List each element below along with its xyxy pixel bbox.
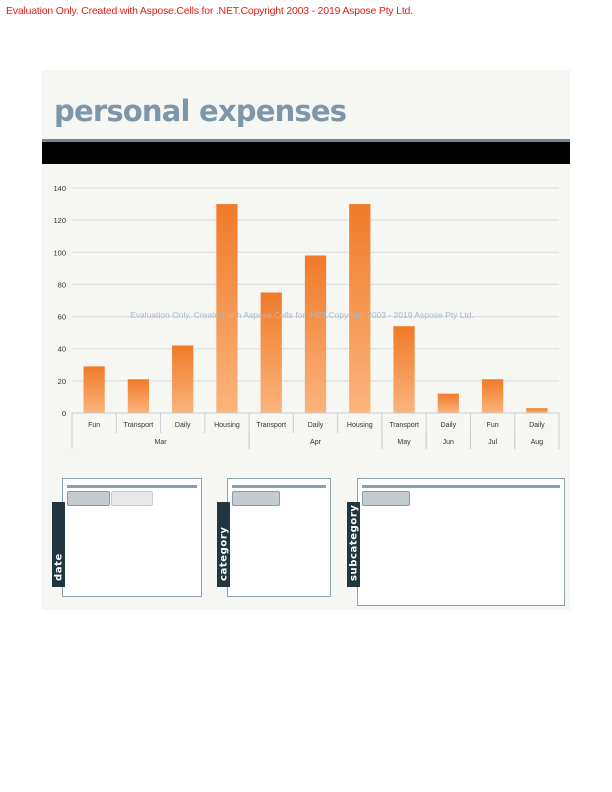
bar	[260, 292, 282, 413]
y-tick-label: 60	[58, 313, 66, 322]
date-slicer-item-1[interactable]	[67, 491, 110, 506]
date-slicer-item-2[interactable]	[111, 491, 153, 506]
evaluation-notice: Evaluation Only. Created with Aspose.Cel…	[6, 5, 413, 17]
x-tick-label: Transport	[389, 422, 419, 429]
x-tick-label: Fun	[88, 422, 100, 429]
page-title: personal expenses	[54, 94, 347, 128]
bar	[127, 379, 150, 413]
bar	[172, 345, 194, 413]
bar	[437, 393, 459, 413]
y-tick-label: 20	[58, 377, 66, 386]
slicer-header-rule	[67, 485, 197, 488]
date-slicer-label: date	[53, 553, 64, 581]
bar	[83, 366, 105, 413]
bar	[481, 379, 504, 413]
subcategory-slicer-label: subcategory	[348, 504, 359, 581]
x-tick-label: Housing	[347, 422, 373, 429]
y-tick-label: 80	[58, 280, 66, 289]
bar	[349, 204, 371, 413]
x-group-label: Mar	[155, 439, 168, 446]
x-tick-label: Fun	[487, 422, 499, 429]
y-tick-label: 40	[58, 345, 66, 354]
header-band	[42, 142, 570, 164]
x-tick-label: Transport	[256, 422, 286, 429]
y-tick-label: 140	[53, 184, 66, 193]
y-tick-label: 100	[53, 248, 66, 257]
subcategory-slicer[interactable]	[357, 478, 565, 606]
chart-watermark: Evaluation Only. Created with Aspose.Cel…	[130, 310, 474, 320]
x-group-label: May	[397, 439, 411, 446]
x-group-label: Jul	[488, 439, 497, 446]
date-slicer[interactable]	[62, 478, 202, 597]
x-tick-label: Daily	[175, 422, 191, 429]
subcategory-slicer-item-1[interactable]	[362, 491, 410, 506]
expenses-bar-chart: 0 20 40 60 80 100 120 140 Fun Transport Daily Hous…	[53, 184, 560, 449]
bar	[526, 408, 548, 413]
x-tick-label: Daily	[529, 422, 545, 429]
bar	[216, 204, 238, 413]
category-slicer-tab: category	[217, 502, 230, 587]
bar	[304, 255, 327, 413]
title-divider	[42, 139, 570, 142]
x-group-label: Aug	[531, 439, 544, 446]
y-tick-label: 0	[62, 409, 66, 418]
x-tick-label: Daily	[308, 422, 324, 429]
category-slicer-label: category	[218, 526, 229, 581]
x-tick-label: Housing	[214, 422, 240, 429]
report-sheet: personal expenses 0 20 40 60 80 100 120 140 Fun…	[42, 70, 570, 610]
category-slicer-item-1[interactable]	[232, 491, 280, 506]
x-group-label: Apr	[310, 439, 322, 446]
date-slicer-tab: date	[52, 502, 65, 587]
category-slicer[interactable]	[227, 478, 331, 597]
y-tick-label: 120	[53, 216, 66, 225]
slicer-header-rule	[232, 485, 326, 488]
slicer-header-rule	[362, 485, 560, 488]
x-group-label: Jun	[443, 439, 454, 446]
x-tick-label: Transport	[124, 422, 154, 429]
bar	[393, 326, 415, 413]
subcategory-slicer-tab: subcategory	[347, 502, 360, 587]
x-tick-label: Daily	[441, 422, 457, 429]
